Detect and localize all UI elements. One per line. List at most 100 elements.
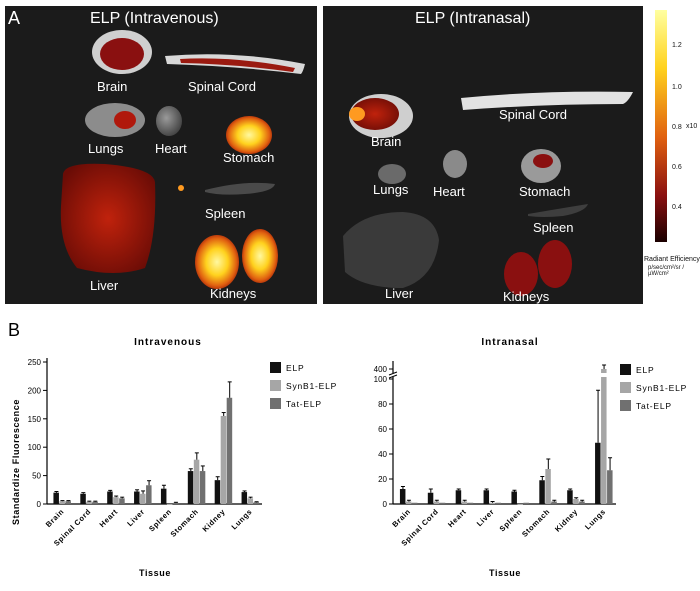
- brain-signal: [100, 38, 144, 70]
- organ-label-kidneys: Kidneys: [503, 289, 550, 304]
- heart-tissue: [443, 150, 467, 178]
- y-tick-label: 100: [374, 375, 388, 384]
- legend-label: ELP: [636, 365, 654, 375]
- y-tick-label: 100: [28, 443, 42, 452]
- bar: [140, 493, 146, 504]
- bar: [187, 471, 194, 504]
- intranasal-image-title: ELP (Intranasal): [415, 10, 531, 27]
- colorbar-tick-4: 0.6: [672, 164, 682, 171]
- colorbar-tick-2: 1.0: [672, 84, 682, 91]
- bar: [461, 501, 468, 504]
- organ-label-kidneys: Kidneys: [210, 286, 257, 301]
- spleen-tissue: [205, 182, 275, 195]
- organ-label-liver: Liver: [385, 286, 414, 301]
- colorbar-exponent: x10: [686, 123, 698, 130]
- kidney-right-signal: [242, 229, 278, 283]
- organ-label-brain: Brain: [97, 79, 128, 94]
- bar: [579, 501, 585, 504]
- spinal-cord-tissue: [461, 91, 633, 110]
- organ-label-spleen: Spleen: [533, 220, 574, 235]
- bar: [489, 502, 496, 504]
- bar: [539, 480, 545, 504]
- organ-label-brain: Brain: [371, 134, 402, 149]
- bar: [517, 504, 523, 505]
- legend-swatch: [620, 364, 631, 375]
- bar: [92, 501, 98, 504]
- x-axis-label: Tissue: [489, 568, 521, 578]
- bar: [427, 492, 434, 504]
- bar: [455, 490, 462, 504]
- organ-label-stomach: Stomach: [519, 184, 571, 199]
- bar: [214, 480, 221, 504]
- x-tick-label: Spleen: [498, 507, 524, 533]
- colorbar-tick-5: 0.4: [672, 204, 682, 211]
- legend-swatch: [620, 382, 631, 393]
- y-tick-label: 50: [32, 472, 41, 481]
- bar: [172, 502, 179, 504]
- intravenous-image-title: ELP (Intravenous): [90, 10, 219, 27]
- bar: [467, 502, 474, 504]
- bar: [107, 491, 113, 504]
- bar: [551, 501, 557, 504]
- colorbar-title: Radiant Efficiency: [644, 256, 700, 263]
- intravenous-organs: [60, 30, 305, 289]
- bar: [523, 502, 529, 504]
- legend: ELP SynB1-ELP Tat-ELP: [270, 362, 337, 409]
- legend-label: Tat-ELP: [636, 401, 672, 411]
- x-axis-label: Tissue: [139, 568, 171, 578]
- bar: [134, 491, 140, 504]
- colorbar-tick-1: 1.2: [672, 42, 682, 49]
- x-tick-label: Stomach: [520, 507, 552, 539]
- bar: [511, 491, 517, 504]
- x-tick-label: Stomach: [168, 507, 200, 539]
- legend-swatch: [270, 362, 281, 373]
- legend-label: Tat-ELP: [286, 399, 322, 409]
- legend-label: SynB1-ELP: [286, 381, 337, 391]
- legend-swatch: [270, 398, 281, 409]
- bar: [226, 397, 233, 504]
- panel-b-label: B: [8, 320, 21, 340]
- legend-swatch: [620, 400, 631, 411]
- axis-break-mark: [388, 374, 398, 379]
- kidney-left-signal: [195, 235, 239, 289]
- spleen-signal: [178, 185, 184, 191]
- organ-label-lungs: Lungs: [373, 182, 409, 197]
- bar: [86, 501, 92, 504]
- legend: ELP SynB1-ELP Tat-ELP: [620, 364, 686, 411]
- y-tick-label: 0: [383, 500, 388, 509]
- x-tick-label: Spleen: [147, 507, 173, 533]
- heart-tissue: [156, 106, 182, 136]
- colorbar-tick-3: 0.8: [672, 124, 682, 131]
- organ-label-heart: Heart: [433, 184, 465, 199]
- bar-break-gap: [600, 373, 608, 377]
- organ-label-stomach: Stomach: [223, 150, 275, 165]
- y-tick-label: 400: [374, 365, 388, 374]
- y-tick-label: 60: [378, 425, 387, 434]
- bar: [193, 459, 200, 504]
- y-tick-label: 80: [378, 400, 387, 409]
- bar: [607, 470, 613, 504]
- organ-label-spinal-cord: Spinal Cord: [188, 79, 256, 94]
- brain-hot-spot: [349, 107, 365, 121]
- stomach-signal: [533, 154, 553, 168]
- y-tick-label: 20: [378, 475, 387, 484]
- bar: [199, 471, 206, 504]
- bar: [146, 485, 152, 504]
- bar: [483, 490, 490, 504]
- bar: [247, 498, 254, 504]
- chart-title: Intravenous: [134, 337, 202, 348]
- bar: [241, 492, 248, 504]
- lungs-tissue: [378, 164, 406, 184]
- organ-label-spinal-cord: Spinal Cord: [499, 107, 567, 122]
- bar: [433, 501, 440, 504]
- bar: [601, 369, 607, 504]
- x-tick-label: Liver: [125, 507, 146, 528]
- x-tick-label: Brain: [44, 507, 66, 529]
- axis-break-mark: [388, 371, 398, 376]
- intravenous-chart: Intravenous Standardize Fluorescence Tis…: [11, 337, 337, 578]
- intravenous-image: ELP (Intravenous) Brain Spinal Cord Lung…: [5, 6, 317, 304]
- bar: [573, 499, 579, 504]
- stomach-signal: [226, 116, 272, 154]
- intranasal-image: ELP (Intranasal) Brain Spinal Cord Lungs…: [323, 6, 643, 304]
- bar: [495, 502, 502, 504]
